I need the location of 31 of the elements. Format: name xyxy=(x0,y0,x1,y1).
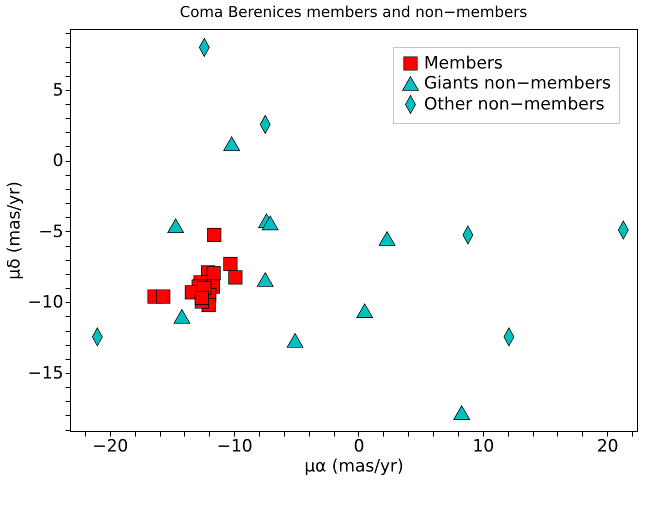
chart-title: Coma Berenices members and non−members xyxy=(180,3,528,22)
x-tick-label: 20 xyxy=(596,436,618,456)
x-tick-label: −20 xyxy=(92,436,128,456)
point xyxy=(256,272,274,287)
y-tick-label: −5 xyxy=(38,222,64,242)
point xyxy=(206,266,221,280)
point xyxy=(228,270,242,284)
legend-label: Other non−members xyxy=(424,94,605,114)
point xyxy=(156,289,170,304)
point xyxy=(356,303,374,318)
point xyxy=(378,231,396,246)
y-tick-label: 5 xyxy=(52,80,64,100)
point xyxy=(223,256,238,272)
point xyxy=(286,333,304,348)
legend-label: Giants non−members xyxy=(424,74,612,94)
point xyxy=(207,228,222,242)
x-axis-title: μα (mas/yr) xyxy=(304,456,404,476)
point xyxy=(194,290,209,305)
y-tick-label: 0 xyxy=(52,151,64,172)
x-tick-label: −10 xyxy=(216,436,253,456)
y-tick-label: −10 xyxy=(28,292,64,313)
y-tick-label: −15 xyxy=(28,363,64,384)
point xyxy=(167,218,184,234)
point xyxy=(174,309,190,324)
point xyxy=(223,136,240,151)
legend-label: Members xyxy=(424,54,503,74)
point xyxy=(262,216,279,230)
x-tick-label: 10 xyxy=(472,436,494,456)
y-axis-title: μδ (mas/yr) xyxy=(4,181,25,280)
point xyxy=(453,405,470,420)
x-tick-label: 0 xyxy=(354,436,364,456)
